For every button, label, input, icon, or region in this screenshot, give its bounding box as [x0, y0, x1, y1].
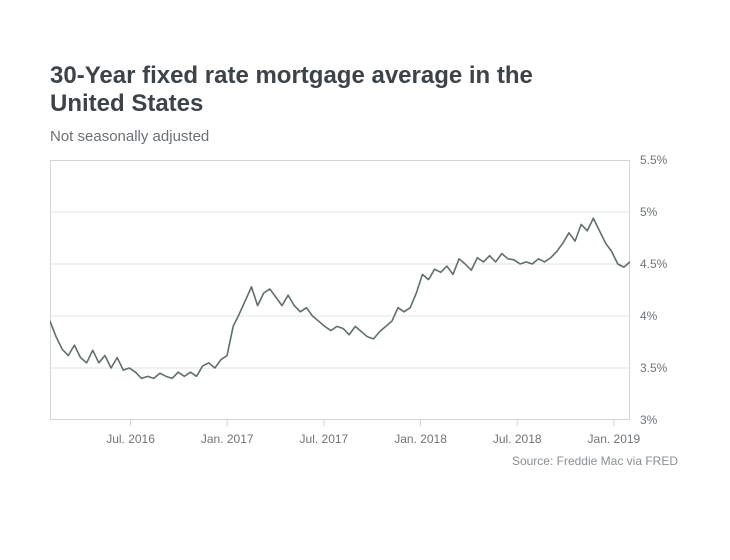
x-tick-label: Jul. 2016 [106, 432, 155, 446]
x-tick-label: Jan. 2017 [201, 432, 254, 446]
chart-svg [50, 160, 630, 428]
y-tick-label: 5% [640, 205, 657, 219]
y-tick-label: 4.5% [640, 257, 667, 271]
x-tick-label: Jan. 2019 [588, 432, 641, 446]
x-tick-label: Jul. 2018 [493, 432, 542, 446]
y-tick-label: 4% [640, 309, 657, 323]
y-tick-label: 3% [640, 413, 657, 427]
y-tick-label: 5.5% [640, 153, 667, 167]
chart-container: { "chart": { "type": "line", "title": "3… [0, 0, 730, 560]
chart-subtitle: Not seasonally adjusted [50, 128, 209, 145]
x-tick-label: Jul. 2017 [300, 432, 349, 446]
chart-title: 30-Year fixed rate mortgage average in t… [50, 62, 610, 119]
chart-source: Source: Freddie Mac via FRED [50, 454, 678, 468]
y-tick-label: 3.5% [640, 361, 667, 375]
x-tick-label: Jan. 2018 [394, 432, 447, 446]
plot-area [50, 160, 630, 420]
